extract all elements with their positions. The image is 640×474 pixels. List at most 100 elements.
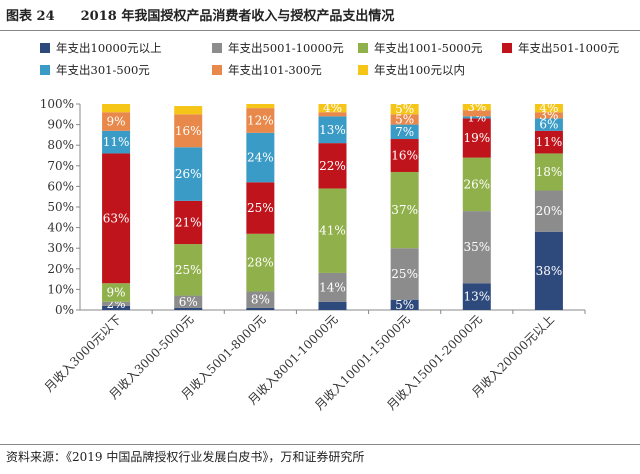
bar-segment — [390, 104, 419, 115]
bar-segment — [102, 153, 131, 284]
data-label: 11% — [103, 135, 130, 149]
bar-segment — [462, 211, 491, 284]
legend-item: 年支出100元以内 — [358, 62, 465, 78]
bar-segment — [462, 116, 491, 119]
bar-segment — [462, 157, 491, 212]
data-label: 24% — [247, 151, 274, 165]
bar-segment — [246, 291, 275, 308]
legend-item: 年支出301-500元 — [40, 62, 150, 78]
data-label: 41% — [319, 224, 346, 238]
bar-segment — [462, 283, 491, 310]
data-label: 26% — [463, 177, 490, 191]
y-tick-label: 10% — [47, 282, 74, 296]
data-label: 25% — [391, 267, 418, 281]
legend-item: 年支出1001-5000元 — [358, 40, 482, 56]
data-label: 13% — [319, 123, 346, 137]
data-label: 26% — [175, 167, 202, 181]
y-tick-label: 80% — [47, 138, 74, 152]
figure-title: 图表 24 2018 年我国授权产品消费者收入与授权产品支出情况 — [6, 9, 395, 24]
bar-segment — [318, 301, 347, 310]
bar-segment — [534, 231, 563, 310]
bar-segment — [102, 305, 131, 310]
bar-segment — [318, 104, 347, 113]
bar-segment — [390, 114, 419, 125]
data-label: 13% — [463, 290, 490, 304]
data-label: 5% — [395, 112, 414, 126]
data-label: 35% — [463, 240, 490, 254]
bar-segment — [390, 171, 419, 249]
data-label: 7% — [395, 125, 414, 139]
bar-segment — [390, 248, 419, 300]
bar-segment — [174, 147, 203, 201]
y-tick-label: 60% — [47, 179, 74, 193]
data-label: 38% — [536, 264, 563, 278]
bar-segment — [246, 104, 275, 109]
bar-segment — [246, 132, 275, 183]
bar-segment — [246, 108, 275, 133]
bar-segment — [390, 139, 419, 172]
bar-segment — [390, 299, 419, 310]
data-label: 14% — [319, 280, 346, 294]
legend-label: 年支出301-500元 — [56, 63, 150, 77]
bar-segment — [174, 295, 203, 308]
data-label: 16% — [391, 149, 418, 163]
bar-segment — [462, 118, 491, 158]
data-label: 22% — [319, 159, 346, 173]
bar-segment — [390, 124, 419, 140]
legend-swatch — [40, 43, 50, 53]
legend-item: 年支出501-1000元 — [502, 40, 619, 56]
top-rule — [0, 30, 640, 31]
bar-segment — [534, 153, 563, 191]
legend-label: 年支出5001-10000元 — [228, 41, 344, 55]
data-label: 21% — [175, 215, 202, 229]
bar-segment — [174, 106, 203, 115]
data-label: 28% — [247, 256, 274, 270]
data-label: 25% — [247, 201, 274, 215]
data-label: 9% — [107, 115, 126, 129]
bottom-rule — [0, 444, 640, 445]
legend-label: 年支出101-300元 — [228, 63, 322, 77]
legend-item: 年支出5001-10000元 — [212, 40, 344, 56]
legend-label: 年支出10000元以上 — [56, 41, 162, 55]
data-label: 19% — [463, 131, 490, 145]
legend-swatch — [502, 43, 512, 53]
y-tick-label: 100% — [40, 97, 74, 111]
legend-label: 年支出1001-5000元 — [374, 41, 483, 55]
bar-segment — [318, 188, 347, 273]
data-label: 4% — [323, 101, 342, 115]
legend-swatch — [358, 43, 368, 53]
legend-swatch — [40, 65, 50, 75]
legend-item: 年支出10000元以上 — [40, 40, 162, 56]
data-label: 4% — [539, 101, 558, 115]
bar-segment — [534, 112, 563, 119]
bar-segment — [462, 110, 491, 117]
bar-segment — [102, 130, 131, 154]
y-tick-label: 0% — [55, 303, 74, 317]
legend-label: 年支出100元以内 — [374, 63, 465, 77]
bar-segment — [534, 190, 563, 232]
bar-segment — [102, 104, 131, 113]
y-tick-label: 30% — [47, 241, 74, 255]
legend-item: 年支出101-300元 — [212, 62, 322, 78]
data-label: 5% — [395, 102, 414, 116]
data-label: 6% — [179, 295, 198, 309]
y-tick-label: 50% — [47, 200, 74, 214]
data-label: 20% — [536, 204, 563, 218]
bar-segment — [102, 283, 131, 302]
bar-segment — [174, 200, 203, 245]
stacked-bar-chart: 0%10%20%30%40%50%60%70%80%90%100%2%9%63%… — [40, 97, 586, 413]
data-label: 37% — [391, 203, 418, 217]
data-label: 5% — [395, 298, 414, 312]
legend-label: 年支出501-1000元 — [518, 41, 620, 55]
data-label: 8% — [251, 293, 270, 307]
figure-header: 图表 24 2018 年我国授权产品消费者收入与授权产品支出情况 — [0, 0, 640, 28]
bar-segment — [534, 130, 563, 154]
bar-segment — [174, 114, 203, 148]
bar-segment — [174, 244, 203, 296]
bar-segment — [318, 116, 347, 144]
bar-segment — [174, 307, 203, 310]
data-label: 16% — [175, 124, 202, 138]
bar-segment — [318, 112, 347, 117]
bar-segment — [246, 233, 275, 292]
y-tick-label: 70% — [47, 159, 74, 173]
